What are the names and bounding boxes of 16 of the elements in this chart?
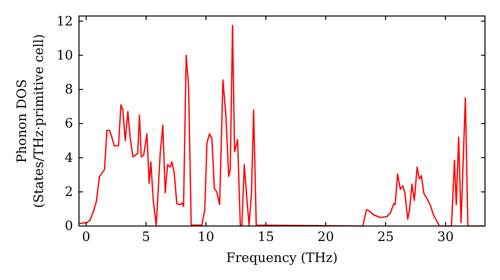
- x-tick-label: 25: [377, 230, 394, 246]
- x-tick-label: 0: [82, 230, 90, 246]
- y-tick-label: 4: [64, 150, 73, 166]
- y-tick-label: 0: [64, 219, 73, 234]
- y-tick-label: 8: [64, 82, 73, 98]
- y-tick-label: 2: [64, 185, 73, 200]
- x-tick-label: 10: [198, 230, 214, 246]
- y-tick-label: 12: [56, 14, 73, 30]
- x-axis-title: Frequency (THz): [226, 251, 338, 266]
- x-tick-label: 30: [437, 230, 454, 246]
- y-axis-title: Phonon DOS (States/THz·primitive cell): [15, 34, 47, 208]
- x-tick-label: 5: [142, 230, 150, 246]
- x-tick-label: 15: [258, 230, 274, 246]
- y-tick-label: 10: [56, 48, 73, 64]
- y-tick-label: 6: [64, 116, 73, 132]
- x-tick-label: 20: [317, 230, 334, 246]
